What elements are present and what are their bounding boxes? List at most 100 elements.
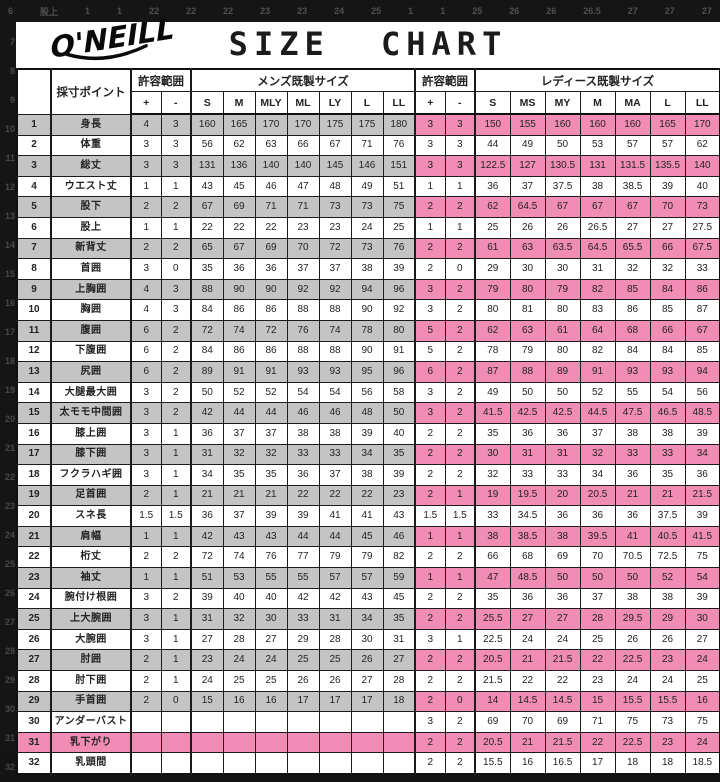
measure-point-cell: 足首囲 [50,484,132,507]
row-number-cell: 26 [16,628,52,651]
ladies-value-cell: 19.5 [509,484,546,507]
ladies-value-cell: 1 [414,216,446,239]
ladies-value-cell: 46.5 [649,402,686,424]
mens-value-cell: 2 [160,546,192,569]
table-row: 19 足首囲 2 1 21 21 21 22 22 22 23 2 1 19 19.5 20 20.5 21 21 2… [16,484,720,507]
tolerance-sign-header: + [130,91,162,115]
mens-value-cell: 52 [254,381,288,404]
ladies-value-cell: 31 [579,258,616,280]
mens-value-cell: 44 [254,402,288,424]
backdrop-cell: 27 [701,6,712,16]
ladies-value-cell: 34.5 [509,505,546,527]
mens-value-cell: 0 [160,258,192,280]
ladies-value-cell: 73 [649,711,686,733]
ladies-value-cell: 2 [414,670,446,692]
ladies-value-cell: 20.5 [474,731,511,754]
ladies-value-cell: 70.5 [614,546,651,569]
measure-point-cell: 太モモ中間囲 [50,402,132,424]
header-row-groups: 採寸ポイント 許容範囲 メンズ既製サイズ 許容範囲 レディース既製サイズ [16,68,720,115]
ladies-value-cell: 28 [579,608,616,630]
mens-value-cell: 65 [190,237,224,260]
mens-value-cell: 25 [286,649,320,672]
size-column-header: MY [544,91,581,115]
backdrop-cell: 25 [371,6,382,16]
backdrop-cell: 22 [223,6,234,16]
mens-value-cell: 86 [222,340,256,363]
mens-value-cell: 55 [254,567,288,589]
ladies-value-cell: 22 [579,731,616,754]
mens-value-cell: 31 [318,608,352,630]
mens-value-cell: 34 [190,464,224,486]
table-row: 8 首囲 3 0 35 36 36 37 37 38 39 2 0 29 30 30 31 32 32 33 [16,258,720,280]
mens-value-cell: 45 [222,175,256,198]
mens-value-cell: 131 [190,155,224,177]
table-row: 12 下腹囲 6 2 84 86 86 88 88 90 91 5 2 78 79 80 82 84 84 85 [16,340,720,363]
mens-value-cell: 49 [350,175,384,198]
mens-value-cell: 38 [318,422,352,445]
ladies-value-cell: 82 [579,278,616,301]
ladies-value-cell: 75 [684,546,720,569]
mens-value-cell: 31 [382,628,416,651]
mens-value-cell: 67 [222,237,256,260]
mens-value-cell: 72 [190,546,224,569]
mens-value-cell: 80 [382,319,416,342]
mens-value-cell [318,752,352,775]
mens-value-cell [190,731,224,754]
measure-point-cell: 乳下がり [50,731,132,754]
ladies-value-cell: 2 [444,402,476,424]
ladies-value-cell: 20.5 [579,484,616,507]
ladies-value-cell: 75 [614,711,651,733]
ladies-value-cell: 16 [684,690,720,713]
ladies-value-cell: 24 [649,670,686,692]
backdrop-cell: 22 [186,6,197,16]
table-row: 28 肘下囲 2 1 24 25 25 26 26 27 28 2 2 21.5 22 22 23 24 24 25 [16,670,720,692]
ladies-value-cell: 22 [544,670,581,692]
row-number-cell: 14 [16,381,52,404]
ladies-value-cell: 2 [414,237,446,260]
mens-value-cell: 44 [286,525,320,548]
mens-value-cell: 86 [254,340,288,363]
ladies-value-cell: 79 [474,278,511,301]
mens-value-cell: 2 [160,587,192,610]
ladies-value-cell: 23 [579,670,616,692]
ladies-value-cell: 3 [414,134,446,157]
backdrop-row-number: 24 [4,530,15,540]
ladies-value-cell: 0 [444,690,476,713]
measure-point-cell: 大腕囲 [50,628,132,651]
ladies-value-cell: 130.5 [544,155,581,177]
mens-value-cell: 26 [286,670,320,692]
mens-value-cell: 94 [350,278,384,301]
mens-value-cell: 2 [160,237,192,260]
mens-value-cell: 27 [190,628,224,651]
row-number-cell: 29 [16,690,52,713]
mens-value-cell: 2 [160,381,192,404]
mens-value-cell: 55 [286,567,320,589]
row-number-cell: 4 [16,175,52,198]
ladies-value-cell: 65.5 [614,237,651,260]
ladies-value-cell: 1 [444,525,476,548]
mens-value-cell: 71 [286,196,320,218]
mens-value-cell: 21 [254,484,288,507]
ladies-value-cell: 2 [444,299,476,321]
mens-value-cell: 37 [286,258,320,280]
ladies-value-cell: 21 [509,649,546,672]
mens-value-cell: 84 [190,299,224,321]
ladies-value-cell: 5 [414,319,446,342]
ladies-value-cell: 69 [544,546,581,569]
mens-value-cell: 1 [130,525,162,548]
ladies-value-cell: 50 [509,381,546,404]
mens-value-cell: 39 [286,505,320,527]
mens-value-cell: 170 [286,113,320,136]
ladies-value-cell: 2 [444,464,476,486]
mens-value-cell: 93 [286,361,320,383]
backdrop-row-number: 12 [4,182,15,192]
ladies-value-cell: 41.5 [684,525,720,548]
ladies-value-cell: 66 [649,237,686,260]
mens-value-cell: 79 [350,546,384,569]
mens-value-cell [222,731,256,754]
ladies-value-cell: 49 [509,134,546,157]
mens-value-cell: 32 [222,443,256,466]
mens-value-cell: 47 [286,175,320,198]
ladies-value-cell: 160 [614,113,651,136]
mens-value-cell: 37 [318,464,352,486]
